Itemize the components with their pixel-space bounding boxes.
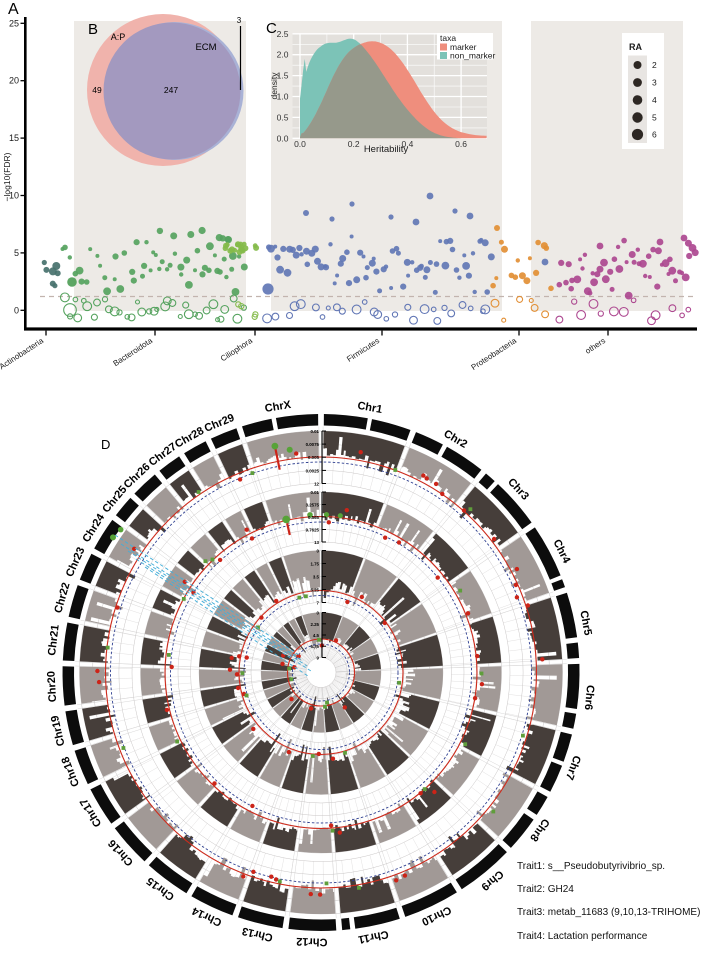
svg-text:Trait4: Lactation performance: Trait4: Lactation performance <box>517 931 648 942</box>
svg-text:0.005: 0.005 <box>308 455 320 460</box>
svg-text:ECM: ECM <box>195 42 216 53</box>
svg-text:13: 13 <box>314 540 319 545</box>
svg-text:Heritability: Heritability <box>364 144 409 155</box>
svg-text:5: 5 <box>14 248 19 258</box>
svg-text:0.0025: 0.0025 <box>306 468 320 473</box>
svg-text:Trait3: metab_11683 (9,10,13-T: Trait3: metab_11683 (9,10,13-TRIHOME) <box>517 907 700 918</box>
svg-text:Trait1: s__Pseudobutyrivibrio_: Trait1: s__Pseudobutyrivibrio_sp. <box>517 861 665 872</box>
svg-text:3: 3 <box>652 78 657 88</box>
svg-text:0.01: 0.01 <box>310 429 319 434</box>
svg-text:1.75: 1.75 <box>310 562 319 567</box>
svg-text:15: 15 <box>9 133 19 143</box>
svg-text:A:P: A:P <box>111 32 126 42</box>
svg-text:B: B <box>88 21 98 38</box>
svg-text:4: 4 <box>652 95 657 105</box>
svg-text:12: 12 <box>314 482 319 487</box>
svg-text:2: 2 <box>652 60 657 70</box>
svg-text:C: C <box>266 20 277 37</box>
svg-text:Chr20: Chr20 <box>45 671 59 703</box>
svg-text:0.0: 0.0 <box>277 133 289 143</box>
svg-text:6.75: 6.75 <box>310 644 319 649</box>
svg-text:5: 5 <box>652 113 657 123</box>
svg-text:2.25: 2.25 <box>310 622 319 627</box>
svg-text:Chr6: Chr6 <box>582 684 596 710</box>
svg-text:0.0: 0.0 <box>294 139 306 149</box>
svg-text:2.5: 2.5 <box>277 29 289 39</box>
svg-text:0.6: 0.6 <box>455 139 467 149</box>
svg-text:non_marker: non_marker <box>450 51 496 61</box>
svg-text:density: density <box>269 72 279 100</box>
svg-text:3.2575: 3.2575 <box>306 503 320 508</box>
svg-text:0.01: 0.01 <box>310 490 319 495</box>
svg-text:Trait2: GH24: Trait2: GH24 <box>517 884 574 895</box>
svg-text:3.5: 3.5 <box>313 575 320 580</box>
svg-text:0.5: 0.5 <box>277 112 289 122</box>
svg-text:4.5: 4.5 <box>313 633 320 638</box>
svg-text:0.2: 0.2 <box>348 139 360 149</box>
svg-text:49: 49 <box>92 85 102 95</box>
svg-text:0.0075: 0.0075 <box>306 442 320 447</box>
svg-text:RA: RA <box>629 42 642 52</box>
svg-text:0.565: 0.565 <box>308 515 320 520</box>
svg-text:9.7625: 9.7625 <box>306 528 320 533</box>
svg-text:3: 3 <box>237 16 242 25</box>
svg-text:20: 20 <box>9 76 19 86</box>
svg-text:−log10(FDR): −log10(FDR) <box>2 152 12 201</box>
svg-text:6: 6 <box>652 130 657 140</box>
svg-text:5.25: 5.25 <box>310 588 319 593</box>
svg-text:Chr12: Chr12 <box>296 935 328 948</box>
svg-text:D: D <box>101 437 110 452</box>
svg-text:2.0: 2.0 <box>277 50 289 60</box>
svg-text:247: 247 <box>164 85 178 95</box>
svg-text:0: 0 <box>14 305 19 315</box>
svg-text:A: A <box>8 1 19 18</box>
svg-text:25: 25 <box>9 18 19 28</box>
